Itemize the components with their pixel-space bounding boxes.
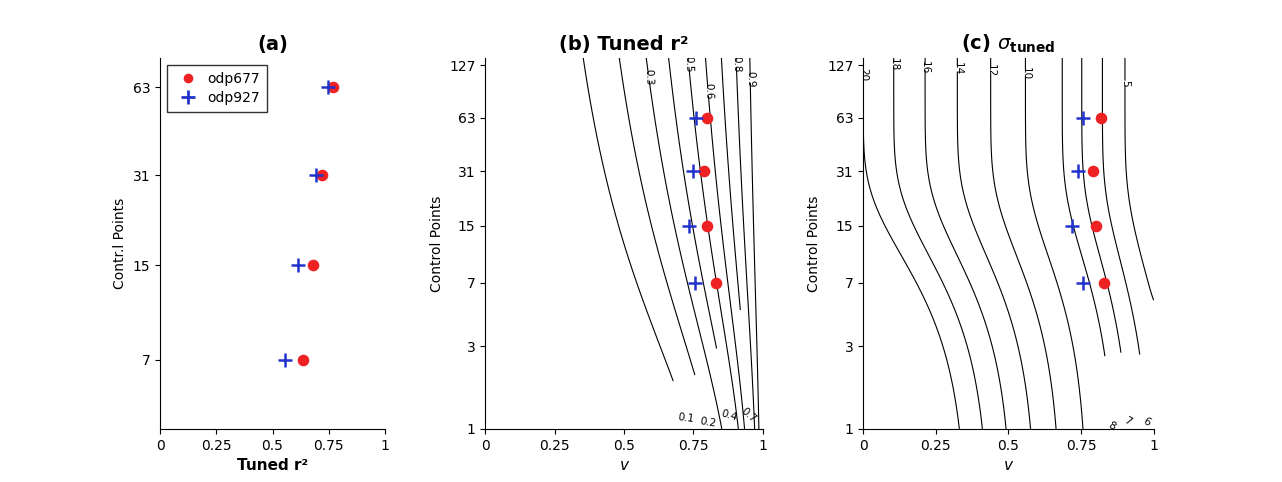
Point xyxy=(1094,279,1114,287)
Point xyxy=(303,261,323,269)
Text: 0.6: 0.6 xyxy=(703,83,713,100)
Point xyxy=(1072,279,1092,287)
Point xyxy=(292,356,313,363)
Point xyxy=(1082,167,1103,175)
Title: (a): (a) xyxy=(258,35,288,54)
Text: 12: 12 xyxy=(986,64,996,78)
Text: 16: 16 xyxy=(920,61,931,74)
Point xyxy=(274,356,295,363)
Point xyxy=(697,222,718,229)
Title: (b) Tuned r²: (b) Tuned r² xyxy=(559,35,688,54)
Point xyxy=(318,83,338,91)
X-axis label: v: v xyxy=(619,458,628,473)
Text: 0.8: 0.8 xyxy=(731,56,741,73)
Y-axis label: Control Points: Control Points xyxy=(429,195,444,292)
Point xyxy=(323,83,344,91)
Text: 14: 14 xyxy=(953,62,963,76)
X-axis label: Tuned r²: Tuned r² xyxy=(237,458,308,473)
Point xyxy=(705,279,726,287)
Point xyxy=(694,167,714,175)
Text: 8: 8 xyxy=(1106,420,1118,432)
Text: 6: 6 xyxy=(1141,415,1153,428)
Point xyxy=(679,222,700,229)
Text: 0.5: 0.5 xyxy=(683,56,694,73)
Text: 0.9: 0.9 xyxy=(745,71,755,88)
Point xyxy=(686,114,706,121)
Point xyxy=(697,114,718,121)
Point xyxy=(288,261,309,269)
Text: 0.2: 0.2 xyxy=(699,416,717,429)
Point xyxy=(1068,167,1088,175)
Text: 7: 7 xyxy=(1123,415,1133,428)
Point xyxy=(1091,114,1111,121)
Point xyxy=(1072,114,1092,121)
Legend: odp677, odp927: odp677, odp927 xyxy=(167,65,267,112)
Point xyxy=(685,279,705,287)
Title: (c) $\sigma_\mathregular{tuned}$: (c) $\sigma_\mathregular{tuned}$ xyxy=(962,32,1055,55)
Text: 0.7: 0.7 xyxy=(740,406,759,424)
Point xyxy=(312,172,332,179)
Text: 0.4: 0.4 xyxy=(719,409,738,423)
X-axis label: v: v xyxy=(1004,458,1013,473)
Text: 10: 10 xyxy=(1020,67,1031,80)
Point xyxy=(1086,222,1106,229)
Text: 18: 18 xyxy=(888,58,899,71)
Y-axis label: Contr.l Points: Contr.l Points xyxy=(113,198,127,289)
Text: 0.3: 0.3 xyxy=(644,69,654,86)
Point xyxy=(306,172,327,179)
Text: 0.1: 0.1 xyxy=(677,412,695,424)
Text: 20: 20 xyxy=(858,68,868,81)
Text: 5: 5 xyxy=(1120,80,1129,86)
Point xyxy=(1063,222,1083,229)
Y-axis label: Control Points: Control Points xyxy=(808,195,822,292)
Point xyxy=(683,167,704,175)
